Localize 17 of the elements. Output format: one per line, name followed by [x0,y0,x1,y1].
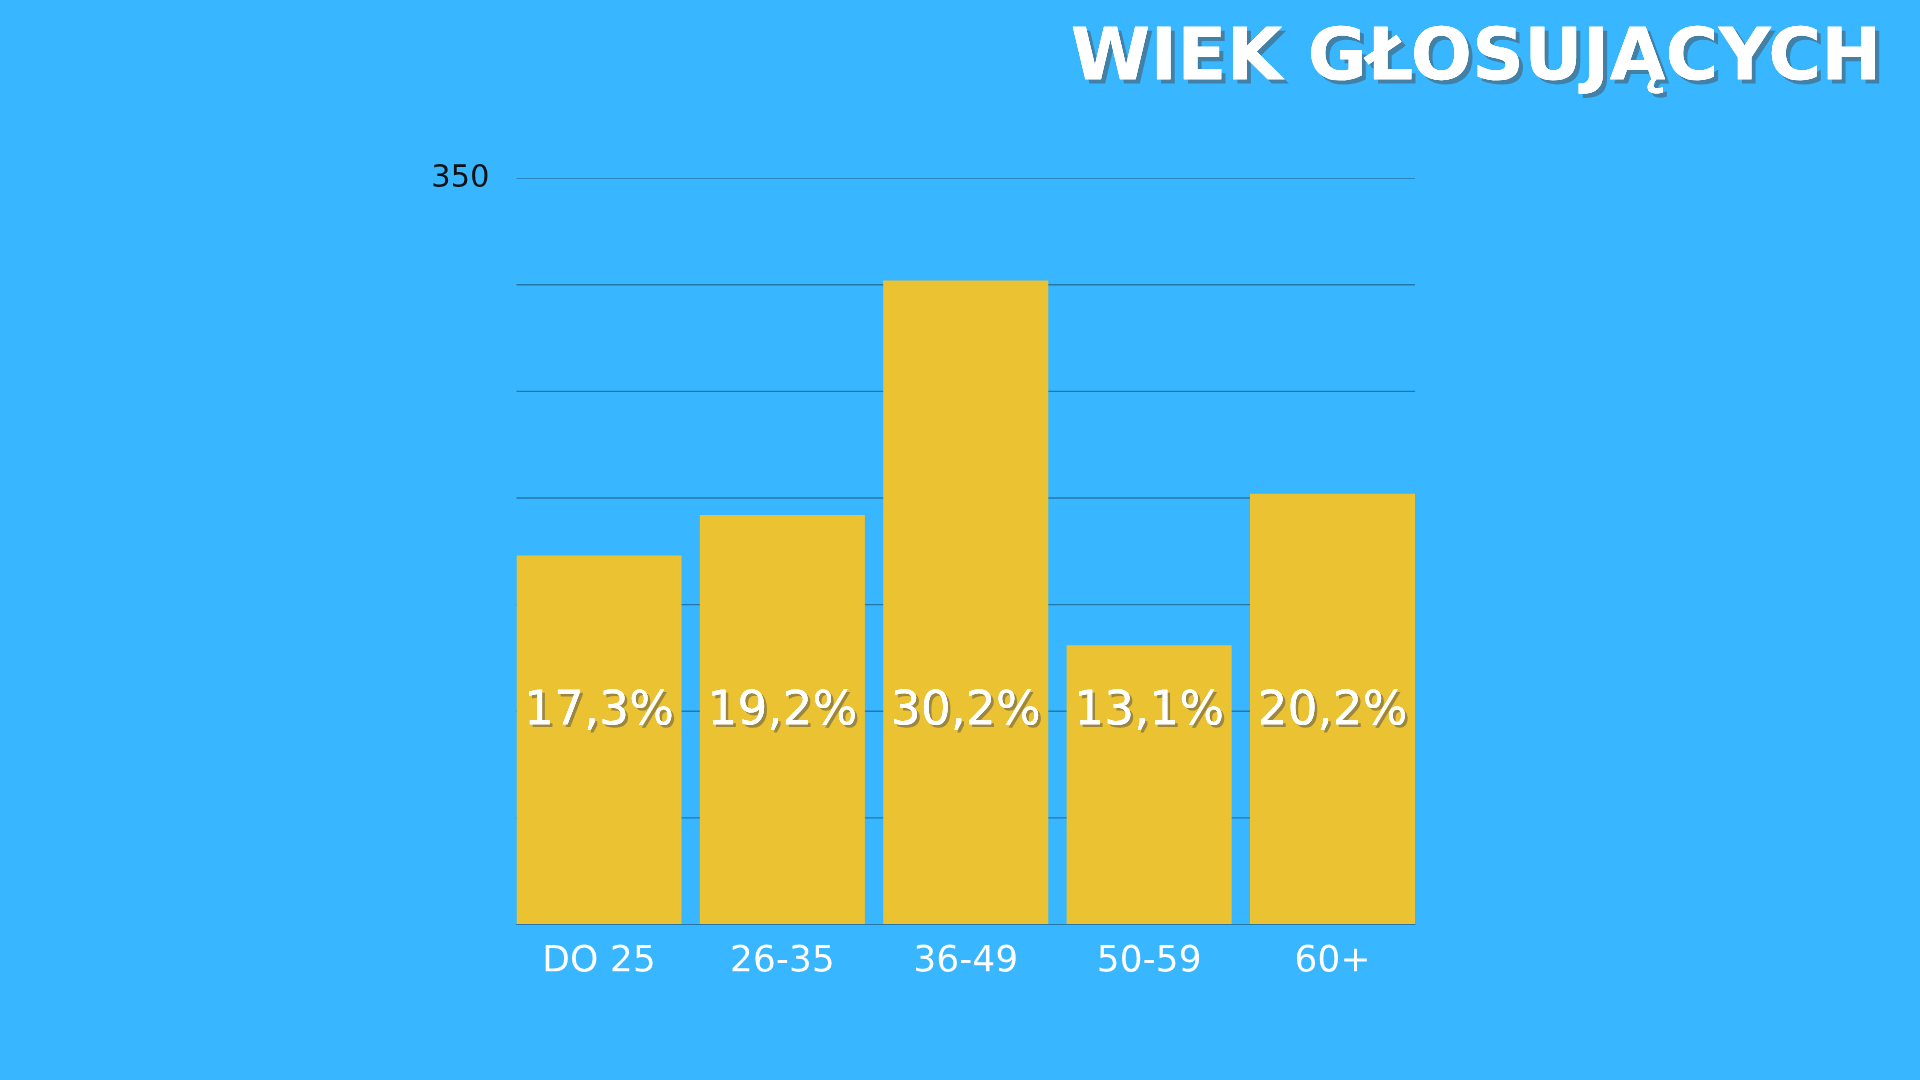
x-tick-label: DO 25 [545,944,653,972]
data-label: 19,2% [712,689,858,733]
x-tick-label: 26-35 [732,944,832,972]
data-label: 17,3% [529,689,675,733]
x-tick-label: 36-49 [916,944,1016,972]
data-label: 30,2% [894,689,1041,733]
data-label: 20,2% [1260,689,1408,733]
text: 350 [433,163,488,188]
chart-title: WIEK GŁOSUJĄCYCH [1072,25,1880,98]
data-label: 13,1% [1079,689,1225,733]
x-tick-label: 50-59 [1099,944,1200,972]
bar [1250,493,1416,925]
bar [516,555,682,925]
bar [699,515,865,925]
bar [1066,645,1232,925]
x-tick-label: 60+ [1296,944,1367,972]
bar [883,280,1049,925]
